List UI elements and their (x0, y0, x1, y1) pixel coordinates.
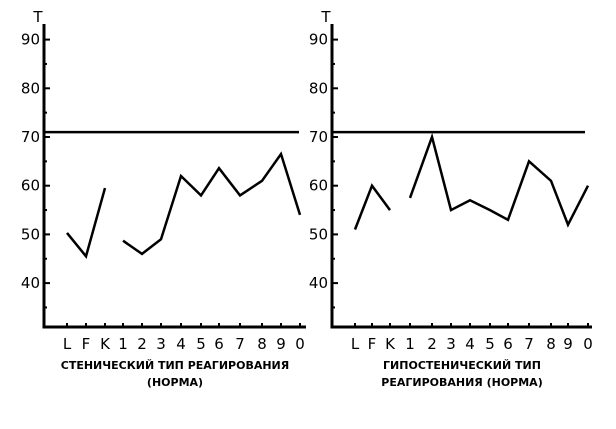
x-tick-label: 4 (176, 335, 186, 353)
x-tick-label: 6 (214, 335, 224, 353)
chart-title-line2: (НОРМА) (147, 376, 203, 389)
y-tick-label: 50 (21, 225, 40, 243)
y-tick-label: 40 (21, 274, 40, 292)
x-tick-label: 2 (427, 335, 437, 353)
x-tick-label: F (368, 335, 377, 353)
chart-title: ГИПОСТЕНИЧЕСКИЙ ТИП (383, 359, 541, 372)
x-tick-label: 9 (563, 335, 573, 353)
profile-line-validity (67, 188, 105, 256)
x-tick-label: 5 (196, 335, 206, 353)
x-tick-label: 7 (524, 335, 534, 353)
chart-title-line2: РЕАГИРОВАНИЯ (НОРМА) (381, 376, 542, 389)
y-tick-label: 80 (21, 79, 40, 97)
x-tick-label: 5 (485, 335, 495, 353)
y-tick-label: 60 (309, 177, 328, 195)
x-tick-label: 8 (546, 335, 556, 353)
x-tick-label: 3 (156, 335, 166, 353)
x-tick-label: 6 (503, 335, 513, 353)
x-tick-label: K (100, 335, 111, 353)
x-tick-label: 1 (405, 335, 415, 353)
profile-line-validity (355, 186, 390, 230)
y-axis-label: T (320, 8, 331, 26)
x-tick-label: 1 (118, 335, 128, 353)
x-tick-label: 0 (295, 335, 305, 353)
x-tick-label: 2 (137, 335, 147, 353)
x-tick-label: 3 (446, 335, 456, 353)
y-tick-label: 70 (309, 128, 328, 146)
x-tick-label: L (351, 335, 360, 353)
y-tick-label: 80 (309, 79, 328, 97)
x-tick-label: F (82, 335, 91, 353)
x-tick-label: K (385, 335, 396, 353)
chart-title: СТЕНИЧЕСКИЙ ТИП РЕАГИРОВАНИЯ (61, 359, 289, 372)
y-tick-label: 40 (309, 274, 328, 292)
profile-line-clinical (123, 154, 300, 254)
y-tick-label: 70 (21, 128, 40, 146)
y-axis-label: T (32, 8, 43, 26)
y-tick-label: 90 (21, 31, 40, 49)
x-tick-label: 4 (465, 335, 475, 353)
y-tick-label: 60 (21, 177, 40, 195)
x-tick-label: L (63, 335, 72, 353)
profile-line-clinical (410, 137, 588, 225)
y-tick-label: 90 (309, 31, 328, 49)
y-tick-label: 50 (309, 225, 328, 243)
x-tick-label: 8 (257, 335, 267, 353)
x-tick-label: 7 (235, 335, 245, 353)
x-tick-label: 0 (583, 335, 593, 353)
x-tick-label: 9 (276, 335, 286, 353)
